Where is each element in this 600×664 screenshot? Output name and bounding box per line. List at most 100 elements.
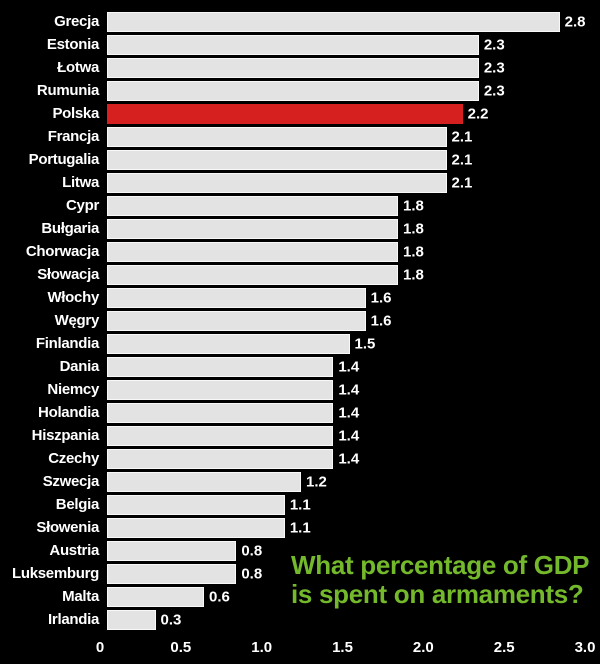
bar <box>107 471 301 492</box>
category-label: Holandia <box>38 404 99 421</box>
x-tick-label: 1.0 <box>251 639 273 656</box>
bar-area: 1.2 <box>107 471 592 492</box>
value-label: 1.8 <box>403 266 424 283</box>
bar-row: Litwa 2.1 <box>0 171 600 194</box>
value-label: 1.5 <box>354 335 376 352</box>
bar-row: Cypr 1.8 <box>0 194 600 217</box>
bar-area: 1.4 <box>107 425 592 446</box>
bar-area: 2.3 <box>107 57 592 78</box>
bar-row: Włochy 1.6 <box>0 286 600 309</box>
category-label: Hiszpania <box>31 427 100 444</box>
bar-row: Francja 2.1 <box>0 125 600 148</box>
category-label: Austria <box>49 542 99 559</box>
value-label: 1.4 <box>338 404 360 421</box>
bar-area: 1.4 <box>107 402 592 423</box>
value-label: 1.4 <box>338 427 360 444</box>
value-label: 1.8 <box>403 197 424 214</box>
value-label: 1.8 <box>403 220 424 237</box>
bar <box>107 264 398 285</box>
bar-row: Polska 2.2 <box>0 102 600 125</box>
bar-row: Austria 0.8 <box>0 539 600 562</box>
value-label: 0.8 <box>241 542 263 559</box>
bar <box>107 609 156 630</box>
x-tick-label: 0.5 <box>170 639 192 656</box>
value-label: 2.1 <box>451 151 473 168</box>
category-label: Słowacja <box>37 266 99 283</box>
bar-area: 1.1 <box>107 517 592 538</box>
category-label: Cypr <box>66 197 99 214</box>
x-tick-label: 2.5 <box>493 639 515 656</box>
value-label: 2.2 <box>467 105 489 122</box>
value-label: 0.8 <box>241 565 263 582</box>
category-label: Włochy <box>47 289 99 306</box>
category-label: Rumunia <box>36 82 99 99</box>
category-label: Niemcy <box>47 381 99 398</box>
value-label: 2.3 <box>483 82 505 99</box>
bar-row: Słowenia 1.1 <box>0 516 600 539</box>
value-label: 1.2 <box>306 473 327 490</box>
bar <box>107 241 398 262</box>
bar <box>107 333 350 354</box>
bar-area: 2.2 <box>107 103 592 124</box>
category-label: Irlandia <box>48 611 99 628</box>
bar <box>107 287 366 308</box>
value-label: 0.6 <box>209 588 230 605</box>
value-label: 2.8 <box>564 13 586 30</box>
bar <box>107 126 447 147</box>
bar-area: 1.6 <box>107 287 592 308</box>
category-label: Łotwa <box>57 59 99 76</box>
bar-area: 2.1 <box>107 126 592 147</box>
category-label: Chorwacja <box>25 243 99 260</box>
category-label: Belgia <box>55 496 100 513</box>
bar-row: Holandia 1.4 <box>0 401 600 424</box>
bar-area: 0.8 <box>107 563 592 584</box>
bar-row: Hiszpania 1.4 <box>0 424 600 447</box>
bar-row: Dania 1.4 <box>0 355 600 378</box>
bar-area: 1.4 <box>107 448 592 469</box>
annotation-line-1: What percentage of GDP <box>291 550 590 580</box>
bar-area: 2.8 <box>107 11 592 32</box>
bar-area: 1.8 <box>107 264 592 285</box>
bar <box>107 172 447 193</box>
value-label: 1.1 <box>289 519 311 536</box>
category-label: Polska <box>52 105 99 122</box>
value-label: 1.6 <box>370 289 392 306</box>
bar-area: 1.8 <box>107 241 592 262</box>
bar <box>107 425 334 446</box>
bar <box>107 402 334 423</box>
category-label: Szwecja <box>42 473 100 490</box>
bar-area: 1.6 <box>107 310 592 331</box>
bar-area: 1.8 <box>107 218 592 239</box>
bar-area: 1.4 <box>107 356 592 377</box>
bar <box>107 218 398 239</box>
bar-row: Portugalia 2.1 <box>0 148 600 171</box>
bar-area: 2.3 <box>107 80 592 101</box>
bar <box>107 379 334 400</box>
category-label: Węgry <box>54 312 100 329</box>
x-tick-label: 3.0 <box>574 639 596 656</box>
bar <box>107 586 204 607</box>
category-label: Litwa <box>62 174 99 191</box>
value-label: 1.4 <box>338 381 360 398</box>
category-label: Francja <box>47 128 100 145</box>
category-label: Słowenia <box>36 519 99 536</box>
x-tick-label: 1.5 <box>332 639 353 656</box>
category-label: Luksemburg <box>11 565 99 582</box>
category-label: Czechy <box>48 450 99 467</box>
bar <box>107 540 237 561</box>
bar-row: Luksemburg 0.8 <box>0 562 600 585</box>
bar <box>107 11 560 32</box>
bar <box>107 517 285 538</box>
bar-row: Grecja 2.8 <box>0 10 600 33</box>
x-tick-label: 0 <box>95 639 105 656</box>
bar-highlighted <box>107 103 463 124</box>
value-label: 1.1 <box>289 496 311 513</box>
bar-area: 2.1 <box>107 149 592 170</box>
category-label: Estonia <box>46 36 99 53</box>
bar-row: Rumunia 2.3 <box>0 79 600 102</box>
bar-row: Słowacja 1.8 <box>0 263 600 286</box>
bar-row: Niemcy 1.4 <box>0 378 600 401</box>
value-label: 1.4 <box>338 358 360 375</box>
bar-row: Finlandia 1.5 <box>0 332 600 355</box>
bar-row: Szwecja 1.2 <box>0 470 600 493</box>
